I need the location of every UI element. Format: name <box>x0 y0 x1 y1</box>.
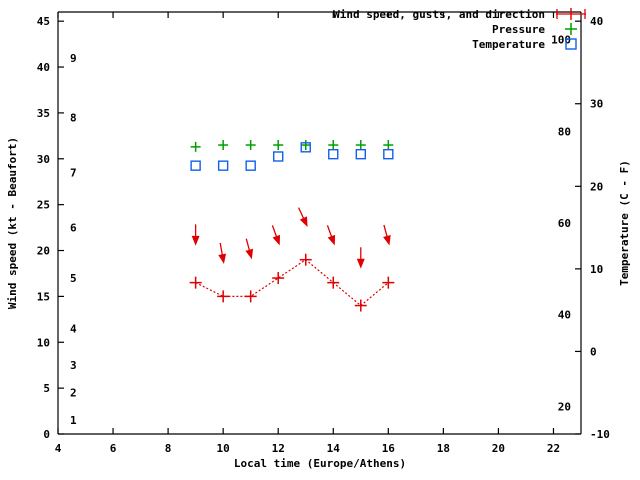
temperature-series <box>190 142 394 171</box>
x-axis-ticks <box>57 12 555 434</box>
beaufort-label: 8 <box>70 112 77 125</box>
y-left-tick-label: 40 <box>37 61 50 74</box>
legend-marker-wind <box>556 8 586 20</box>
gust-direction-arrowhead <box>245 248 254 260</box>
gust-direction-arrowhead <box>356 258 365 269</box>
x-tick-label: 14 <box>327 442 341 455</box>
y-left-tick-label: 15 <box>37 290 50 303</box>
gust-direction-arrowhead <box>218 253 227 264</box>
legend-marker-pressure <box>565 23 577 35</box>
temperature-marker <box>355 148 366 160</box>
temperature-marker <box>383 148 394 160</box>
gust-direction-arrowhead <box>327 234 336 246</box>
temperature-marker <box>190 160 201 171</box>
legend-label-temperature[interactable]: Temperature <box>472 38 545 51</box>
x-tick-label: 20 <box>492 442 505 455</box>
fahrenheit-label: 80 <box>558 125 571 138</box>
y-left-tick-label: 20 <box>37 245 50 258</box>
gust-direction-arrowhead <box>383 235 391 246</box>
x-axis-title: Local time (Europe/Athens) <box>234 457 406 470</box>
fahrenheit-label: 100 <box>551 34 571 47</box>
y-left-tick-label: 30 <box>37 153 50 166</box>
chart-legend: Wind speed, gusts, and direction Pressur… <box>333 8 586 51</box>
gust-direction-arrowhead <box>191 235 200 246</box>
beaufort-label: 4 <box>70 323 77 336</box>
y-axis-left-title: Wind speed (kt - Beaufort) <box>6 137 19 309</box>
y-left-tick-label: 10 <box>37 336 50 349</box>
x-tick-label: 6 <box>110 442 117 455</box>
celsius-label: 10 <box>590 263 603 276</box>
x-tick-label: 22 <box>547 442 560 455</box>
beaufort-label: 6 <box>70 222 77 235</box>
beaufort-label: 5 <box>70 272 77 285</box>
plot-frame <box>57 11 582 435</box>
legend-label-pressure[interactable]: Pressure <box>492 23 545 36</box>
celsius-label: 40 <box>590 15 603 28</box>
beaufort-label: 1 <box>70 414 77 427</box>
y-left-tick-label: 35 <box>37 107 50 120</box>
x-tick-label: 10 <box>217 442 230 455</box>
y-axis-left-beaufort-labels: 1 2 3 4 5 6 7 8 9 <box>70 52 77 427</box>
x-axis-tick-labels: 4 6 8 10 12 14 16 18 20 22 <box>55 442 560 455</box>
fahrenheit-label: 60 <box>558 217 571 230</box>
celsius-label: 20 <box>590 180 603 193</box>
y-axis-right-title: Temperature (C - F) <box>618 160 631 286</box>
temperature-marker <box>328 148 339 160</box>
celsius-label: -10 <box>590 428 610 441</box>
y-left-tick-label: 5 <box>43 382 50 395</box>
beaufort-label: 3 <box>70 359 77 372</box>
x-tick-label: 4 <box>55 442 62 455</box>
temperature-marker <box>300 142 311 153</box>
x-tick-label: 12 <box>272 442 285 455</box>
temperature-marker <box>217 160 229 171</box>
y-axis-left-tick-labels: 0 5 10 15 20 25 30 35 40 45 <box>37 15 50 441</box>
legend-marker-temperature <box>565 38 577 50</box>
x-tick-label: 16 <box>382 442 396 455</box>
temperature-marker <box>273 151 284 162</box>
pressure-series <box>190 140 394 152</box>
fahrenheit-label: 40 <box>558 309 571 322</box>
y-left-tick-label: 25 <box>37 199 50 212</box>
beaufort-label: 9 <box>70 52 77 65</box>
wind-gust-arrows <box>191 207 391 269</box>
fahrenheit-label: 20 <box>558 400 571 413</box>
y-axis-right-ticks <box>575 20 581 435</box>
legend-label-wind[interactable]: Wind speed, gusts, and direction <box>333 8 545 21</box>
celsius-label: 0 <box>590 345 597 358</box>
y-axis-right-celsius-labels: -10 0 10 20 30 40 <box>590 15 610 441</box>
x-tick-label: 8 <box>165 442 172 455</box>
temperature-marker <box>245 160 256 171</box>
beaufort-label: 7 <box>70 167 77 180</box>
x-tick-label: 18 <box>437 442 450 455</box>
gust-direction-arrowhead <box>299 216 308 227</box>
wind-speed-series <box>189 253 395 312</box>
gust-direction-arrowhead <box>272 234 281 246</box>
y-left-tick-label: 0 <box>43 428 50 441</box>
y-axis-left-ticks <box>58 20 64 435</box>
celsius-label: 30 <box>590 98 603 111</box>
y-left-tick-label: 45 <box>37 15 50 28</box>
beaufort-label: 2 <box>70 387 77 400</box>
